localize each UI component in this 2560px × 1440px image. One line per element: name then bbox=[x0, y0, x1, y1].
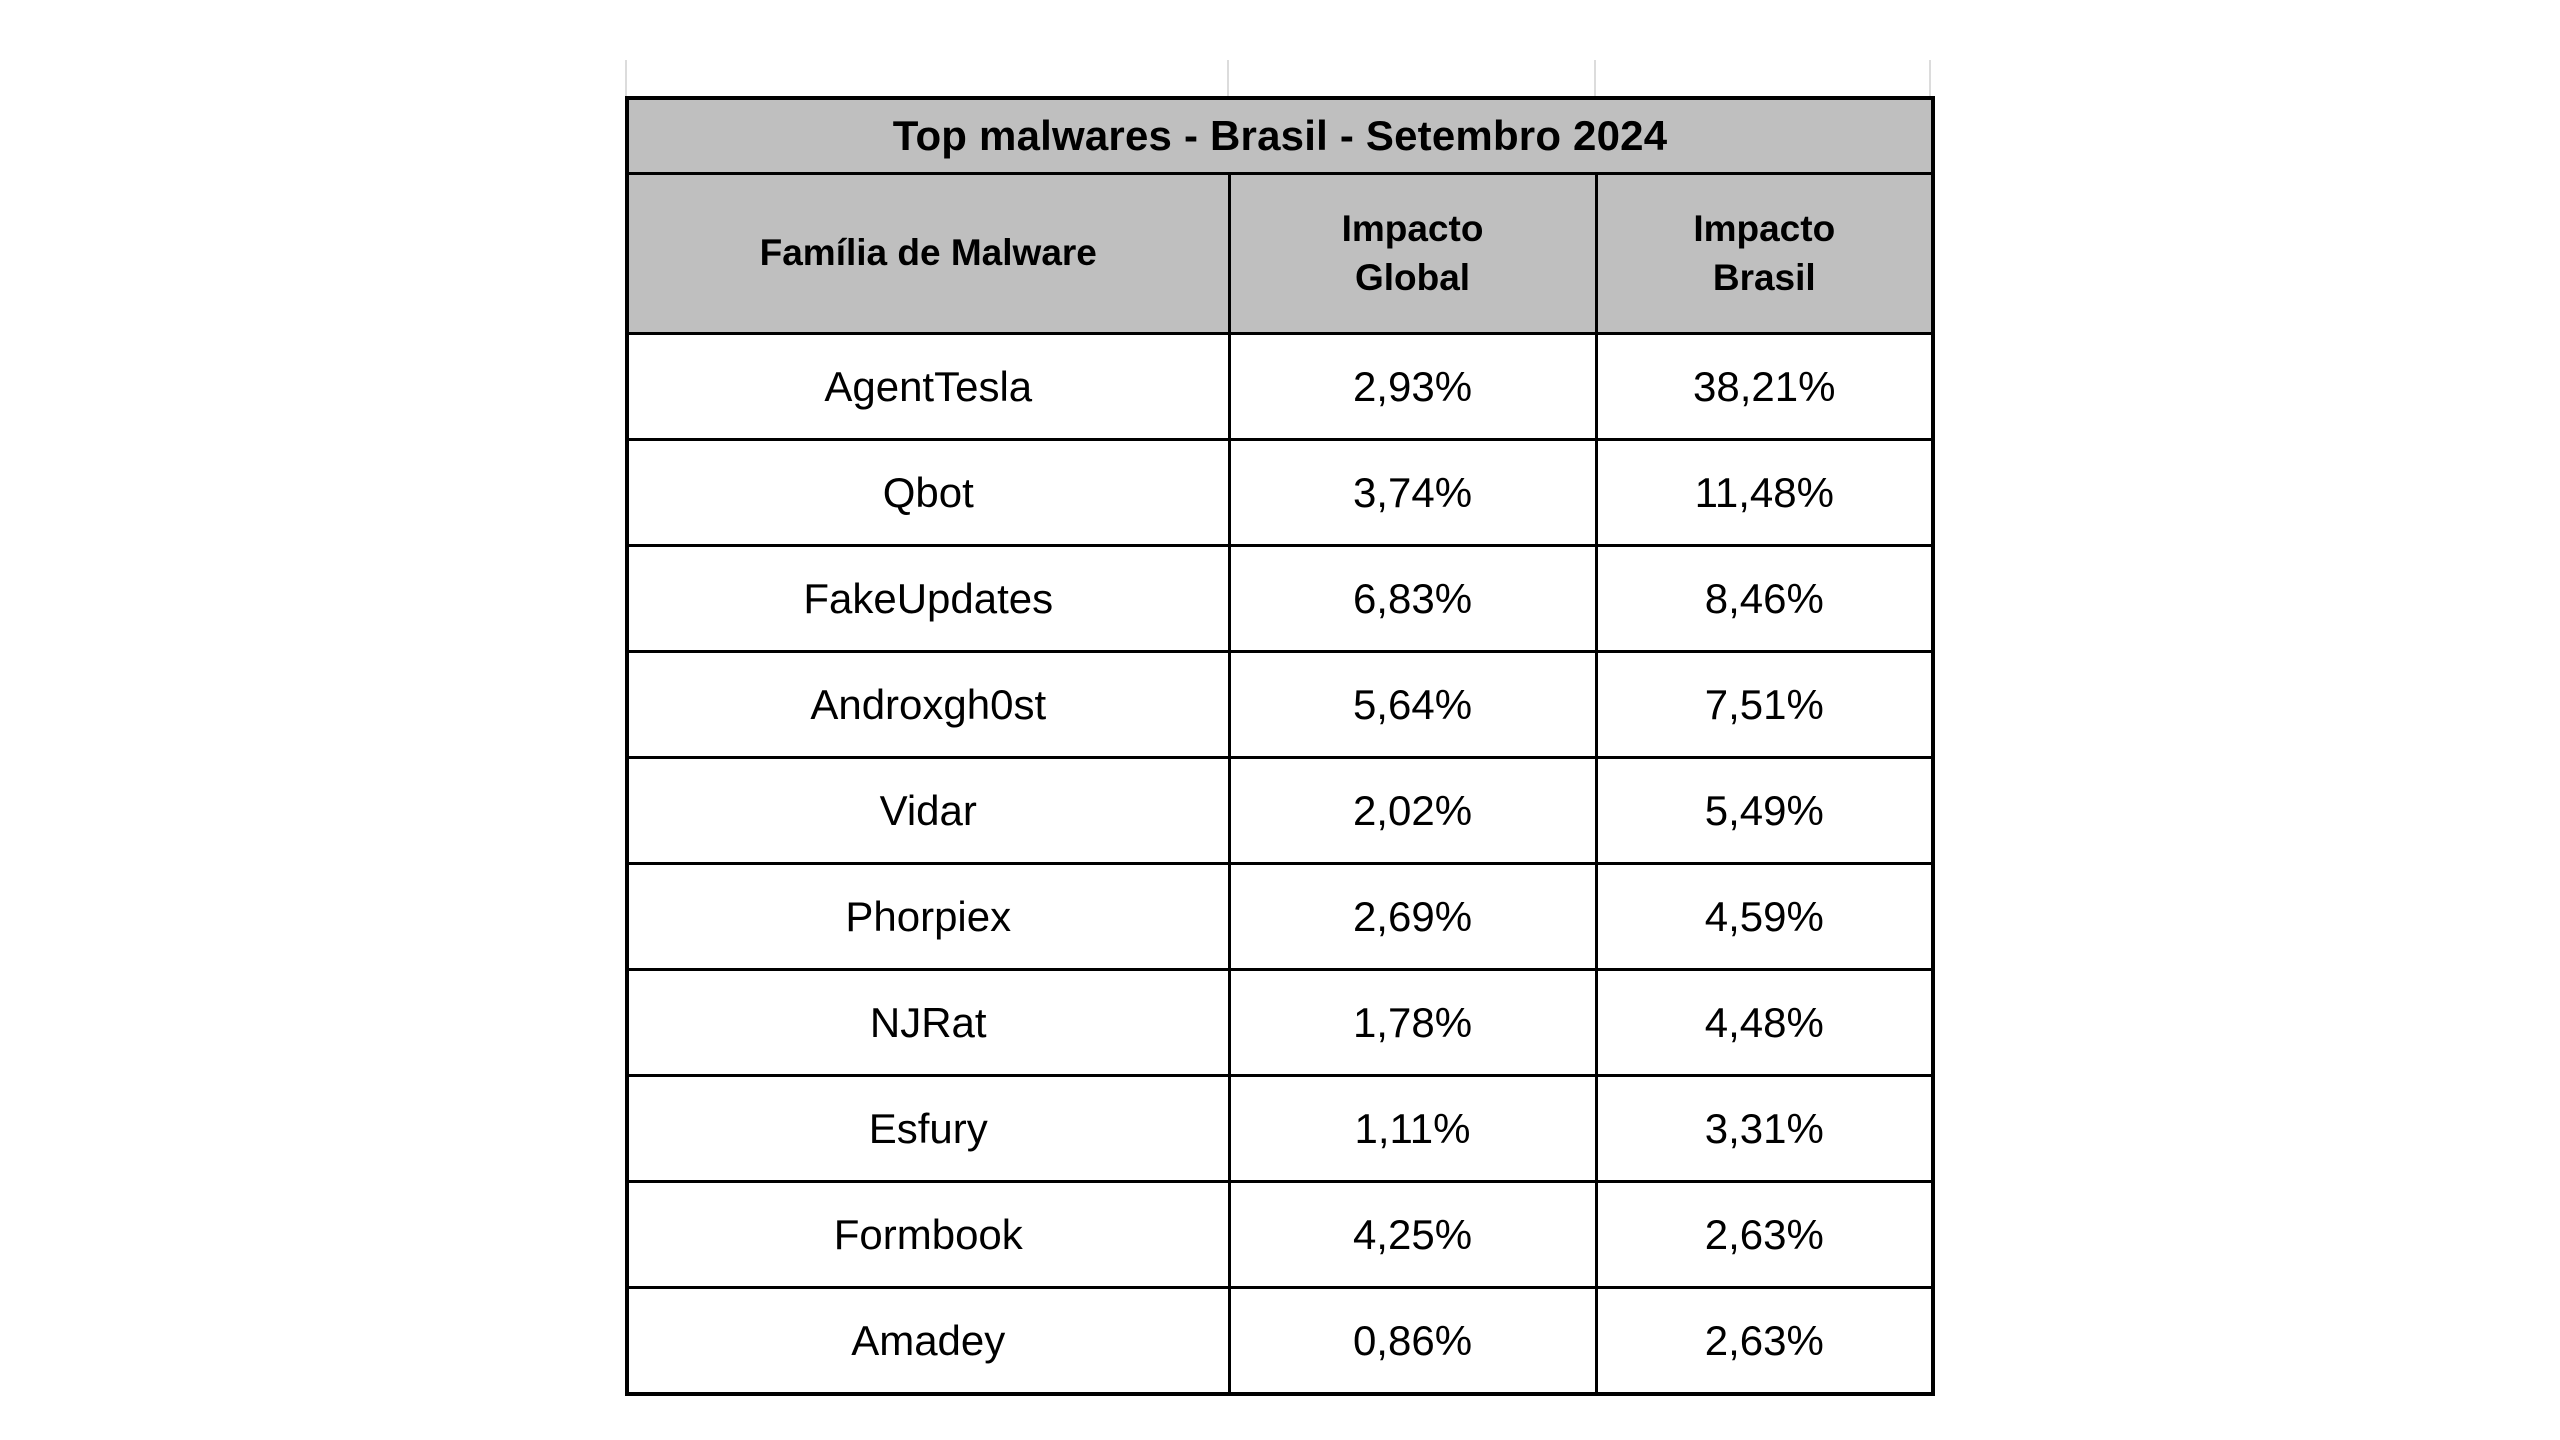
malware-family-cell: Phorpiex bbox=[625, 862, 1231, 971]
impacto-brasil-cell: 5,49% bbox=[1594, 756, 1935, 865]
table-row: Amadey 0,86% 2,63% bbox=[625, 1286, 1935, 1396]
malware-family-cell: Esfury bbox=[625, 1074, 1231, 1183]
column-header-impacto-brasil-label: Impacto Brasil bbox=[1693, 208, 1836, 298]
impacto-brasil-cell: 8,46% bbox=[1594, 544, 1935, 653]
malware-family-cell: Qbot bbox=[625, 438, 1231, 547]
gridline bbox=[1929, 60, 1931, 96]
table-row: FakeUpdates 6,83% 8,46% bbox=[625, 544, 1935, 653]
table-header-row: Família de Malware Impacto Global Impact… bbox=[625, 172, 1935, 335]
impacto-brasil-cell: 4,48% bbox=[1594, 968, 1935, 1077]
impacto-brasil-cell: 4,59% bbox=[1594, 862, 1935, 971]
table-row: NJRat 1,78% 4,48% bbox=[625, 968, 1935, 1077]
column-header-familia-label: Família de Malware bbox=[759, 232, 1097, 274]
impacto-global-cell: 4,25% bbox=[1227, 1180, 1598, 1289]
table-title: Top malwares - Brasil - Setembro 2024 bbox=[625, 96, 1935, 175]
malware-family-cell: NJRat bbox=[625, 968, 1231, 1077]
column-header-impacto-brasil: Impacto Brasil bbox=[1594, 172, 1935, 335]
table-row: Vidar 2,02% 5,49% bbox=[625, 756, 1935, 865]
table-row: AgentTesla 2,93% 38,21% bbox=[625, 332, 1935, 441]
impacto-brasil-cell: 2,63% bbox=[1594, 1286, 1935, 1396]
table-row: Androxgh0st 5,64% 7,51% bbox=[625, 650, 1935, 759]
table-row: Qbot 3,74% 11,48% bbox=[625, 438, 1935, 547]
impacto-brasil-cell: 11,48% bbox=[1594, 438, 1935, 547]
impacto-brasil-cell: 3,31% bbox=[1594, 1074, 1935, 1183]
table-row: Phorpiex 2,69% 4,59% bbox=[625, 862, 1935, 971]
impacto-global-cell: 1,78% bbox=[1227, 968, 1598, 1077]
table-title-row: Top malwares - Brasil - Setembro 2024 bbox=[625, 96, 1935, 175]
column-header-impacto-global-label: Impacto Global bbox=[1341, 208, 1484, 298]
malware-family-cell: Formbook bbox=[625, 1180, 1231, 1289]
table-row: Formbook 4,25% 2,63% bbox=[625, 1180, 1935, 1289]
impacto-global-cell: 1,11% bbox=[1227, 1074, 1598, 1183]
impacto-global-cell: 0,86% bbox=[1227, 1286, 1598, 1396]
column-header-impacto-global: Impacto Global bbox=[1227, 172, 1598, 335]
gridline bbox=[625, 60, 627, 96]
impacto-global-cell: 2,93% bbox=[1227, 332, 1598, 441]
malware-family-cell: Vidar bbox=[625, 756, 1231, 865]
impacto-global-cell: 6,83% bbox=[1227, 544, 1598, 653]
impacto-global-cell: 2,69% bbox=[1227, 862, 1598, 971]
impacto-brasil-cell: 7,51% bbox=[1594, 650, 1935, 759]
impacto-global-cell: 2,02% bbox=[1227, 756, 1598, 865]
gridline bbox=[1227, 60, 1229, 96]
table-row: Esfury 1,11% 3,31% bbox=[625, 1074, 1935, 1183]
gridline bbox=[1594, 60, 1596, 96]
impacto-brasil-cell: 38,21% bbox=[1594, 332, 1935, 441]
malware-family-cell: Amadey bbox=[625, 1286, 1231, 1396]
column-header-familia: Família de Malware bbox=[625, 172, 1231, 335]
impacto-global-cell: 5,64% bbox=[1227, 650, 1598, 759]
malware-table: Top malwares - Brasil - Setembro 2024 Fa… bbox=[625, 96, 1936, 1396]
malware-family-cell: Androxgh0st bbox=[625, 650, 1231, 759]
malware-family-cell: FakeUpdates bbox=[625, 544, 1231, 653]
malware-family-cell: AgentTesla bbox=[625, 332, 1231, 441]
impacto-brasil-cell: 2,63% bbox=[1594, 1180, 1935, 1289]
impacto-global-cell: 3,74% bbox=[1227, 438, 1598, 547]
